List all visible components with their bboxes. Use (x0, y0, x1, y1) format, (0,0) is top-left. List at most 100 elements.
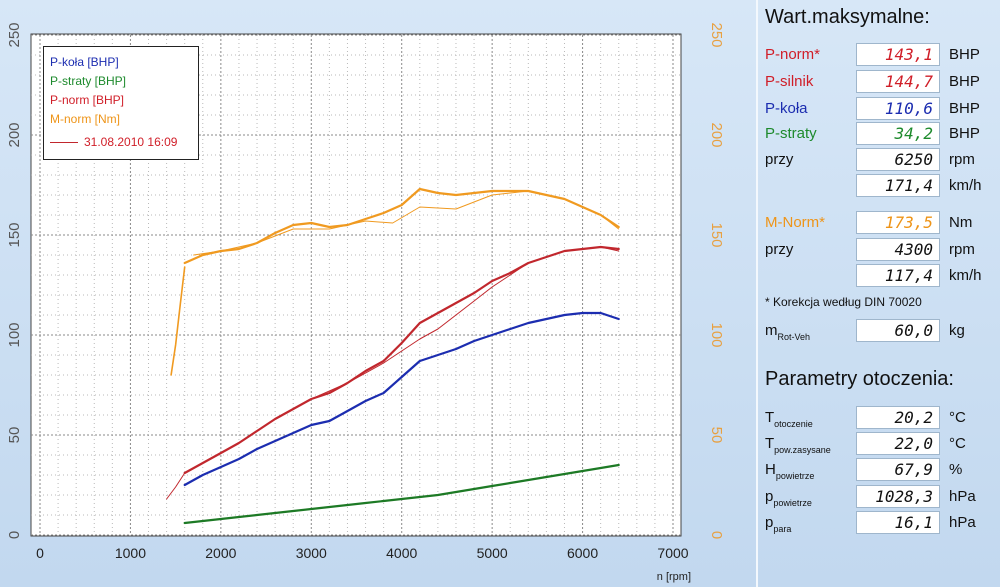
t-pow-value: 22,0 (856, 432, 940, 455)
mrot-unit: kg (949, 322, 965, 339)
speed-unit: km/h (949, 177, 982, 194)
y-right-tick-label: 150 (708, 222, 725, 247)
legend-p-straty: P-straty [BHP] (50, 74, 127, 88)
przy-rpm-label: przy (765, 151, 794, 168)
y-left-tick-label: 150 (6, 222, 23, 247)
t-pow-label: Tpow.zasysane (765, 435, 831, 455)
przy-rpm-unit: rpm (949, 151, 975, 168)
row-m-norm: M-Norm* 173,5 Nm (763, 211, 999, 235)
y-left-tick-label: 200 (6, 122, 23, 147)
t-otoczenie-label: Totoczenie (765, 409, 813, 429)
m-norm-label: M-Norm* (765, 214, 825, 231)
max-values-title: Wart.maksymalne: (765, 6, 930, 28)
x-tick-label: 7000 (657, 545, 688, 561)
p-kola-unit: BHP (949, 100, 980, 117)
p-norm-value: 143,1 (856, 43, 940, 66)
axis-ticks: 0 1000 2000 3000 4000 5000 6000 7000 0 0 50 50 100 10… (6, 22, 725, 561)
p-powietrze-label: ppowietrze (765, 488, 812, 508)
row-mrot: mRot-Veh 60,0 kg (763, 319, 999, 343)
p-straty-unit: BHP (949, 125, 980, 142)
m-norm-line (183, 187, 620, 265)
values-panel: Wart.maksymalne: P-norm* 143,1 BHP P-sil… (760, 0, 1000, 587)
row-t-pow: Tpow.zasysane 22,0 °C (763, 432, 999, 456)
x-tick-label: 4000 (386, 545, 417, 561)
x-tick-label: 6000 (567, 545, 598, 561)
m-speed-unit: km/h (949, 267, 982, 284)
h-powietrze-unit: % (949, 461, 963, 478)
p-para-label: ppara (765, 514, 792, 534)
p-norm-unit: BHP (949, 46, 980, 63)
p-norm-line (183, 245, 620, 475)
env-title: Parametry otoczenia: (765, 368, 954, 390)
m-speed-value: 117,4 (856, 264, 940, 287)
t-otoczenie-unit: °C (949, 409, 966, 426)
x-tick-label: 1000 (115, 545, 146, 561)
x-tick-label: 2000 (205, 545, 236, 561)
legend-m-norm: M-norm [Nm] (50, 112, 120, 126)
grid (31, 34, 681, 536)
row-p-norm: P-norm* 143,1 BHP (763, 43, 999, 67)
row-p-silnik: P-silnik 144,7 BHP (763, 70, 999, 94)
y-left-tick-label: 50 (6, 427, 23, 444)
x-axis-label: n [rpm] (657, 571, 691, 583)
row-t-otoczenie: Totoczenie 20,2 °C (763, 406, 999, 430)
p-silnik-unit: BHP (949, 73, 980, 90)
y-right-tick-label: 100 (708, 322, 725, 347)
x-tick-label: 3000 (296, 545, 327, 561)
p-powietrze-unit: hPa (949, 488, 976, 505)
y-right-tick-label: 250 (708, 22, 725, 47)
legend-run-line-icon (50, 142, 78, 143)
m-przy-rpm-value: 4300 (856, 238, 940, 261)
legend-run[interactable]: 31.08.2010 16:09 (50, 133, 192, 152)
legend-p-kola: P-koła [BHP] (50, 55, 119, 69)
row-speed: 171,4 km/h (763, 174, 999, 198)
t-pow-unit: °C (949, 435, 966, 452)
speed-value: 171,4 (856, 174, 940, 197)
p-straty-line (183, 463, 620, 525)
panel-separator (756, 0, 758, 587)
p-straty-value: 34,2 (856, 122, 940, 145)
przy-rpm-value: 6250 (856, 148, 940, 171)
p-kola-line (183, 311, 620, 487)
din-note: * Korekcja według DIN 70020 (765, 295, 922, 309)
p-kola-label: P-koła (765, 100, 808, 117)
row-m-speed: 117,4 km/h (763, 264, 999, 288)
m-przy-rpm-unit: rpm (949, 241, 975, 258)
y-right-tick-label: 200 (708, 122, 725, 147)
y-right-tick-label: 0 (708, 531, 725, 539)
h-powietrze-value: 67,9 (856, 458, 940, 481)
series-group (166, 187, 620, 525)
legend-run-label: 31.08.2010 16:09 (84, 135, 178, 149)
row-p-kola: P-koła 110,6 BHP (763, 97, 999, 121)
y-left-tick-label: 100 (6, 322, 23, 347)
p-para-unit: hPa (949, 514, 976, 531)
y-left-tick-label: 250 (6, 22, 23, 47)
x-tick-label: 5000 (477, 545, 508, 561)
row-m-przy-rpm: przy 4300 rpm (763, 238, 999, 262)
mrot-value: 60,0 (856, 319, 940, 342)
row-h-powietrze: Hpowietrze 67,9 % (763, 458, 999, 482)
chart-svg: 0 1000 2000 3000 4000 5000 6000 7000 0 0 50 50 100 10… (6, 22, 725, 583)
row-p-powietrze: ppowietrze 1028,3 hPa (763, 485, 999, 509)
chart-legend: P-koła [BHP] P-straty [BHP] P-norm [BHP]… (43, 46, 199, 160)
p-silnik-value: 144,7 (856, 70, 940, 93)
m-norm-rise-line (170, 266, 186, 376)
p-straty-label: P-straty (765, 125, 817, 142)
h-powietrze-label: Hpowietrze (765, 461, 815, 481)
mrot-label: mRot-Veh (765, 322, 811, 342)
p-silnik-label: P-silnik (765, 73, 814, 90)
row-p-para: ppara 16,1 hPa (763, 511, 999, 535)
row-p-straty: P-straty 34,2 BHP (763, 122, 999, 146)
p-powietrze-value: 1028,3 (856, 485, 940, 508)
y-left-tick-label: 0 (6, 531, 23, 539)
y-right-tick-label: 50 (708, 427, 725, 444)
m-norm-unit: Nm (949, 214, 973, 231)
p-norm-label: P-norm* (765, 46, 821, 63)
legend-p-norm: P-norm [BHP] (50, 93, 125, 107)
dyno-chart: 0 1000 2000 3000 4000 5000 6000 7000 0 0 50 50 100 10… (6, 22, 725, 583)
p-kola-value: 110,6 (856, 97, 940, 120)
row-przy-rpm: przy 6250 rpm (763, 148, 999, 172)
t-otoczenie-value: 20,2 (856, 406, 940, 429)
x-tick-label: 0 (36, 545, 44, 561)
m-norm-value: 173,5 (856, 211, 940, 234)
